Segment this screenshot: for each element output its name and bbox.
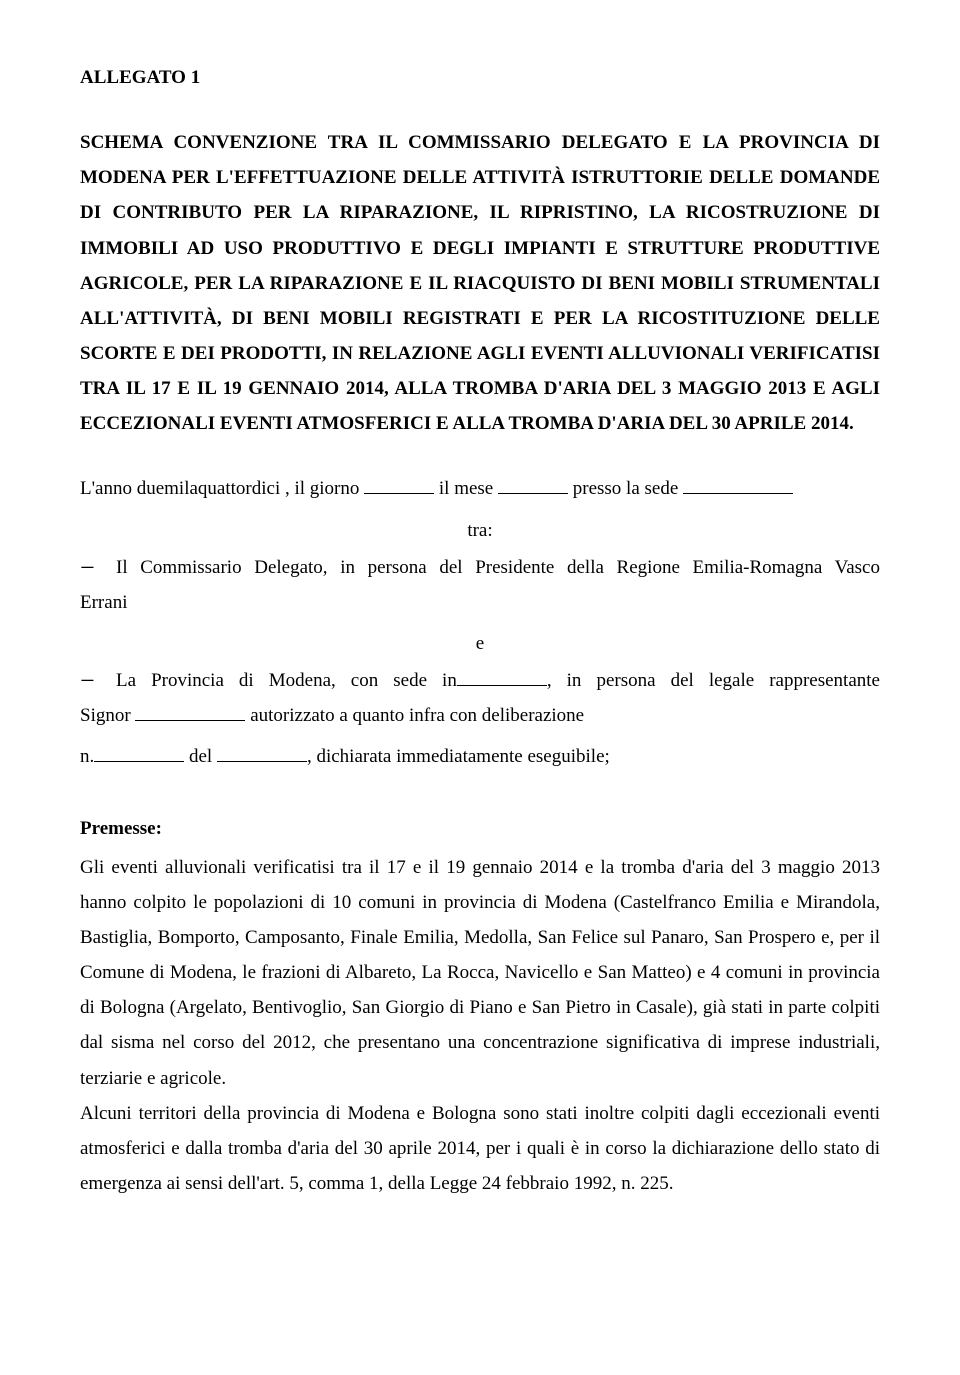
party-1-cont: Errani: [80, 585, 880, 620]
attachment-label: ALLEGATO 1: [80, 60, 880, 95]
signor-pre: Signor: [80, 705, 135, 726]
blank-sede-provincia: [457, 669, 547, 686]
intro-line-1: L'anno duemilaquattordici , il giorno il…: [80, 471, 880, 506]
document-title: SCHEMA CONVENZIONE TRA IL COMMISSARIO DE…: [80, 125, 880, 441]
dash-icon: −: [80, 550, 116, 585]
e-label: e: [80, 626, 880, 661]
party-2-text: La Provincia di Modena, con sede in , in …: [116, 663, 880, 698]
intro-text: il mese: [434, 478, 498, 499]
party-2-pre: La Provincia di Modena, con sede in: [116, 670, 457, 691]
signor-post: autorizzato a quanto infra con deliberaz…: [245, 705, 584, 726]
party-2-post: , in persona del legale rappresentante: [547, 670, 880, 691]
n-mid: del: [184, 746, 217, 767]
blank-del: [217, 745, 307, 762]
signor-line: Signor autorizzato a quanto infra con de…: [80, 698, 880, 733]
intro-text: L'anno duemilaquattordici , il giorno: [80, 478, 364, 499]
tra-label: tra:: [80, 513, 880, 548]
blank-sede: [683, 477, 793, 494]
dash-icon: −: [80, 663, 116, 698]
blank-giorno: [364, 477, 434, 494]
blank-mese: [498, 477, 568, 494]
blank-signor: [135, 704, 245, 721]
party-1-text: Il Commissario Delegato, in persona del …: [116, 550, 880, 585]
party-2-line: − La Provincia di Modena, con sede in , i…: [80, 663, 880, 698]
blank-numero: [94, 745, 184, 762]
n-pre: n.: [80, 746, 94, 767]
premesse-paragraph-2: Alcuni territori della provincia di Mode…: [80, 1096, 880, 1201]
party-1-line: − Il Commissario Delegato, in persona de…: [80, 550, 880, 585]
premesse-paragraph-1: Gli eventi alluvionali verificatisi tra …: [80, 850, 880, 1096]
intro-text: presso la sede: [568, 478, 683, 499]
numero-line: n. del , dichiarata immediatamente esegu…: [80, 739, 880, 774]
premesse-heading: Premesse:: [80, 811, 880, 846]
n-post: , dichiarata immediatamente eseguibile;: [307, 746, 610, 767]
